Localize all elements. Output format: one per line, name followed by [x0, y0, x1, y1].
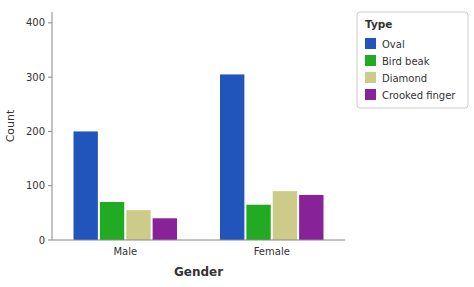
y-tick-label: 100: [26, 180, 45, 191]
y-tick-label: 0: [39, 235, 45, 246]
bar: [299, 195, 323, 240]
bars: [74, 74, 324, 240]
legend-label: Diamond: [382, 73, 427, 84]
legend-label: Bird beak: [382, 56, 430, 67]
chart-svg: 0 100 200 300 400 Male Female Gender Count Type Ov…: [0, 0, 474, 287]
y-tick: [48, 240, 52, 241]
bar: [273, 191, 297, 240]
legend-swatch: [365, 55, 376, 66]
legend-box: [357, 12, 468, 108]
bar: [126, 210, 150, 240]
x-tick-label: Female: [254, 246, 290, 257]
legend-label: Oval: [382, 39, 405, 50]
legend: Type Oval Bird beak Diamond Crooked finger: [357, 12, 468, 108]
bar: [153, 218, 177, 240]
x-axis-label: Gender: [174, 265, 223, 279]
legend-swatch: [365, 38, 376, 49]
legend-swatch: [365, 89, 376, 100]
bar: [100, 202, 124, 240]
x-tick-label: Male: [113, 246, 137, 257]
bar: [74, 131, 98, 240]
y-tick: [48, 22, 52, 23]
y-axis-line: [52, 12, 53, 240]
legend-title: Type: [365, 18, 392, 30]
y-tick: [48, 131, 52, 132]
y-tick-label: 400: [26, 17, 45, 28]
y-tick: [48, 77, 52, 78]
y-tick-label: 300: [26, 72, 45, 83]
y-tick-label: 200: [26, 126, 45, 137]
x-axis-line: [52, 240, 345, 241]
legend-swatch: [365, 72, 376, 83]
y-tick: [48, 185, 52, 186]
legend-label: Crooked finger: [382, 90, 456, 101]
y-axis-label: Count: [4, 109, 17, 142]
bar: [246, 205, 270, 240]
bar: [220, 74, 244, 240]
chart-container: 0 100 200 300 400 Male Female Gender Count Type Ov…: [0, 0, 474, 287]
